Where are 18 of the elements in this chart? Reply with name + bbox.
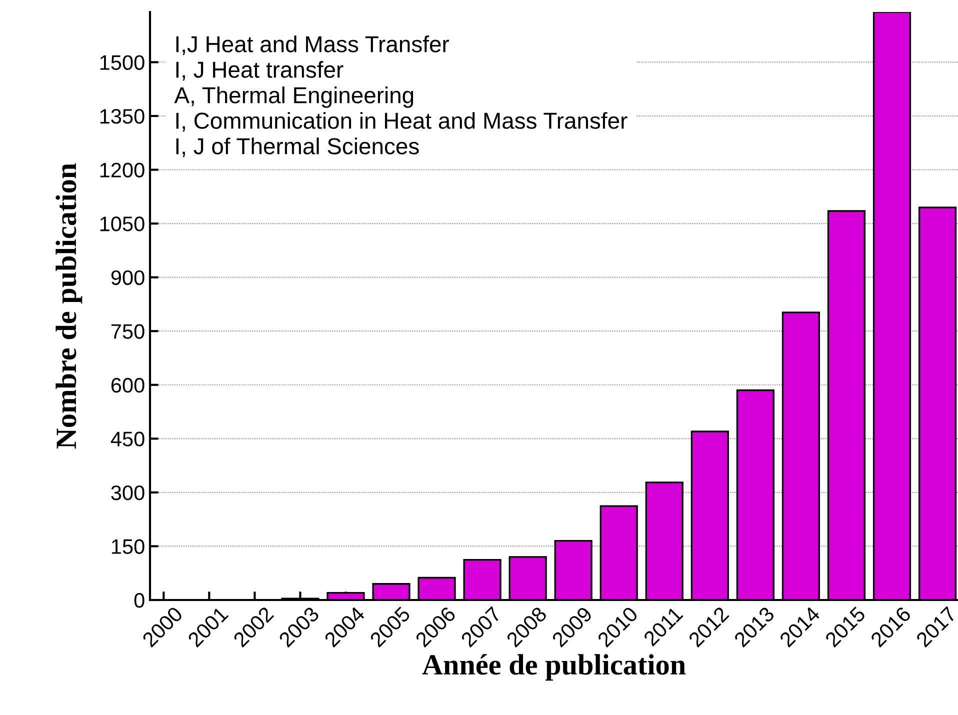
y-tick-label: 1200 <box>100 162 144 178</box>
y-tick-label: 150 <box>112 539 144 554</box>
y-tick-label: 900 <box>111 270 144 286</box>
annotation: I, J Heat transfer <box>176 61 344 81</box>
y-tick-label: 1050 <box>100 216 144 232</box>
annotation: A, Thermal Engineering <box>174 86 414 108</box>
y-tick-label: 300 <box>111 485 144 500</box>
y-tick-label: 1350 <box>100 108 144 124</box>
annotation: I, Communication in Heat and Mass Transfer <box>176 112 628 132</box>
y-axis-title: Nombre de publication <box>56 163 82 449</box>
annotation: I,J Heat and Mass Transfer <box>176 36 449 56</box>
y-tick-label: 750 <box>111 324 144 339</box>
y-tick-label: 450 <box>110 432 144 446</box>
y-tick-label: 600 <box>111 378 144 393</box>
y-tick-label: 0 <box>134 593 144 608</box>
x-axis-title: Année de publication <box>422 654 686 681</box>
annotation: I, J of Thermal Sciences <box>176 138 419 158</box>
y-tick-label: 1500 <box>100 55 144 70</box>
